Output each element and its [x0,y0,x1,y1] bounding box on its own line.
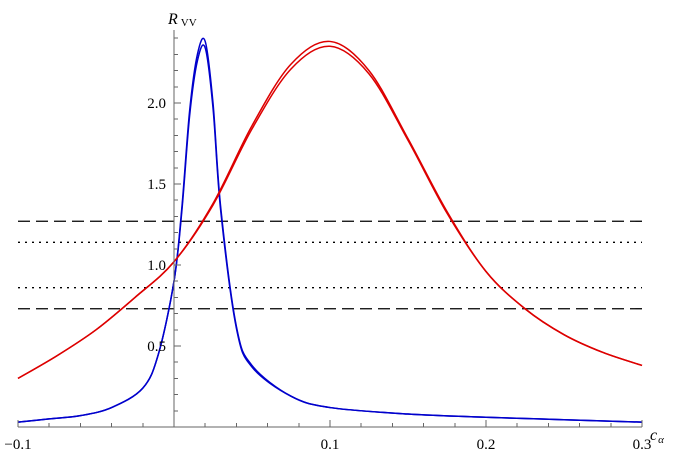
x-tick-label: 0.1 [321,437,340,453]
tick-labels-group: −0.1 0.1 0.2 0.3 0.5 1.0 1.5 2.0 [4,96,651,453]
x-tick-label: −0.1 [4,437,31,453]
y-axis-title: R VV [167,11,197,29]
y-axis-title-subscript: VV [181,17,197,29]
red-curve-3 [17,40,643,380]
y-tick-label: 1.0 [147,258,166,274]
y-tick-label: 2.0 [147,96,166,112]
x-tick-label: 0.2 [477,437,496,453]
blue-curve-1 [17,37,643,423]
x-axis-title-subscript: α [658,434,664,446]
x-tick-label: 0.3 [633,437,652,453]
axes-group [18,30,642,428]
ticks-group [17,37,643,427]
red-curve-4 [17,45,643,380]
blue-curve-2 [17,44,643,423]
y-tick-label: 1.5 [147,177,166,193]
curves-group [17,37,643,423]
reference-lines-group [18,220,642,310]
y-tick-label: 0.5 [147,339,166,355]
x-axis-title: cα [650,427,664,446]
